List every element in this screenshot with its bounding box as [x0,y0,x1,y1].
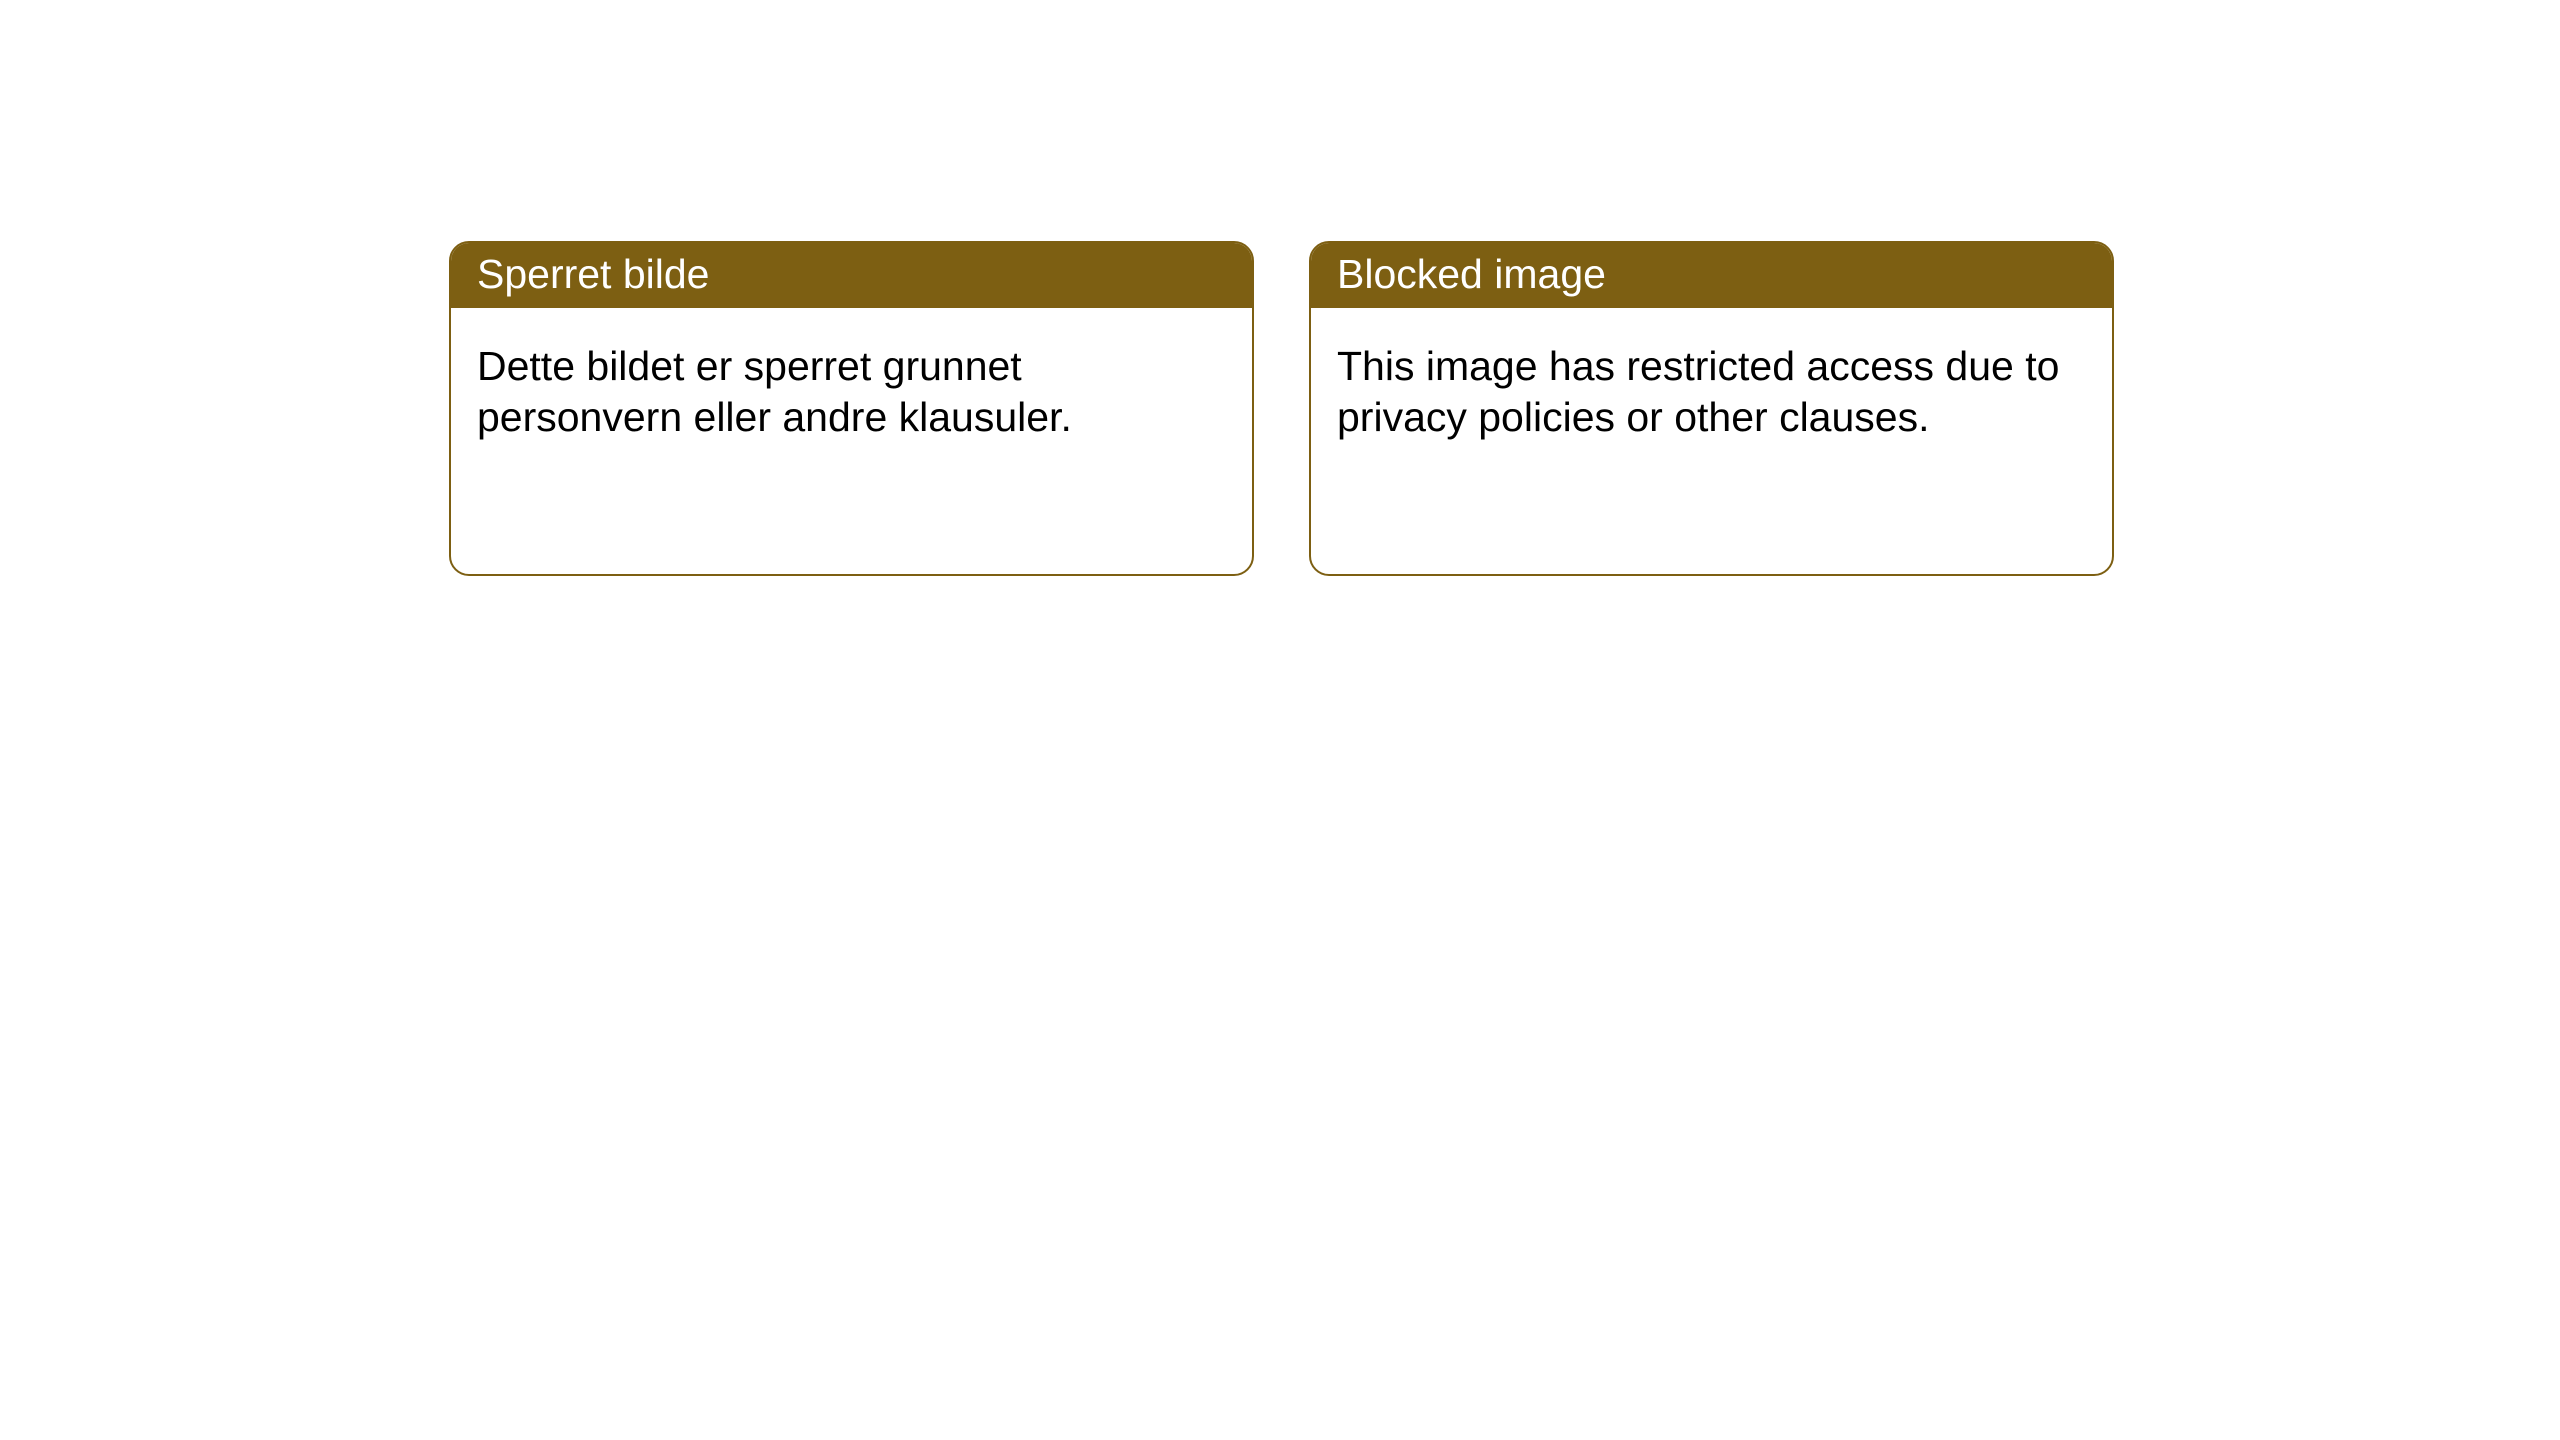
notice-card-norwegian: Sperret bilde Dette bildet er sperret gr… [449,241,1254,576]
notice-card-title: Blocked image [1311,243,2112,308]
notice-card-body: Dette bildet er sperret grunnet personve… [451,308,1252,477]
notice-card-body: This image has restricted access due to … [1311,308,2112,477]
notice-cards-container: Sperret bilde Dette bildet er sperret gr… [449,241,2114,576]
notice-card-title: Sperret bilde [451,243,1252,308]
notice-card-english: Blocked image This image has restricted … [1309,241,2114,576]
